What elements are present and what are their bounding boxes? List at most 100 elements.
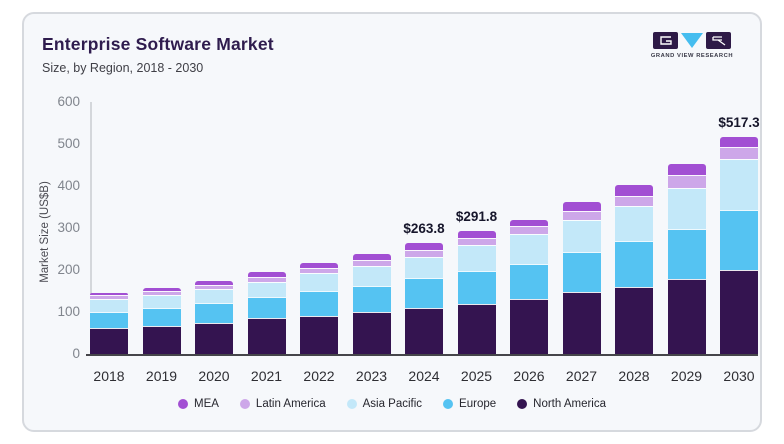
logo-g-block-icon bbox=[653, 32, 678, 49]
y-tick-label: 300 bbox=[57, 220, 80, 235]
segment-latin-america bbox=[615, 195, 653, 207]
x-tick-label-2020: 2020 bbox=[198, 368, 230, 384]
segment-north-america bbox=[510, 298, 548, 354]
bar-2022: 2022 bbox=[300, 102, 338, 384]
segment-latin-america bbox=[405, 249, 443, 257]
segment-mea bbox=[562, 202, 601, 211]
total-label-2024: $263.8 bbox=[403, 221, 445, 237]
logo-r-block-icon bbox=[706, 32, 731, 49]
bar-2020: 2020 bbox=[195, 102, 233, 384]
segment-asia-pacific bbox=[247, 282, 286, 298]
segment-europe bbox=[300, 290, 338, 317]
segment-asia-pacific bbox=[615, 206, 653, 242]
legend-label: North America bbox=[533, 398, 606, 410]
segment-mea bbox=[615, 185, 653, 196]
segment-asia-pacific bbox=[405, 256, 443, 279]
x-tick-label-2028: 2028 bbox=[618, 368, 650, 384]
legend-dot-icon bbox=[443, 399, 454, 409]
bar-plot-area: 2018 2019 2020 2021 2022 2023 $263.8 2024 $291.8… bbox=[90, 102, 760, 384]
total-label-2025: $291.8 bbox=[455, 209, 498, 225]
segment-europe bbox=[562, 252, 601, 293]
segment-asia-pacific bbox=[195, 288, 233, 304]
logo-mark bbox=[648, 32, 736, 50]
legend-dot-icon bbox=[239, 399, 250, 409]
y-tick-label: 600 bbox=[57, 94, 80, 109]
segment-asia-pacific bbox=[720, 158, 758, 211]
legend-item-europe: Europe bbox=[443, 398, 496, 410]
segment-europe bbox=[90, 312, 128, 328]
segment-latin-america bbox=[142, 291, 181, 295]
segment-north-america bbox=[195, 322, 233, 354]
legend-label: Latin America bbox=[255, 398, 326, 410]
segment-asia-pacific bbox=[510, 234, 548, 264]
bar-2018: 2018 bbox=[90, 102, 128, 384]
segment-europe bbox=[405, 278, 443, 308]
legend-dot-icon bbox=[178, 399, 188, 409]
segment-asia-pacific bbox=[667, 187, 706, 229]
segment-mea bbox=[142, 287, 181, 292]
legend-label: MEA bbox=[194, 398, 219, 410]
segment-asia-pacific bbox=[142, 294, 181, 309]
segment-north-america bbox=[247, 318, 286, 354]
segment-north-america bbox=[300, 316, 338, 354]
legend-label: Europe bbox=[459, 398, 497, 410]
bar-2029: 2029 bbox=[667, 102, 706, 384]
segment-europe bbox=[247, 297, 286, 319]
y-tick-label: 400 bbox=[57, 178, 80, 193]
x-tick-label-2026: 2026 bbox=[513, 368, 545, 384]
segment-latin-america bbox=[247, 277, 286, 283]
segment-latin-america bbox=[562, 210, 601, 221]
segment-mea bbox=[300, 263, 338, 268]
segment-latin-america bbox=[195, 284, 233, 289]
segment-north-america bbox=[142, 325, 181, 354]
legend-item-mea: MEA bbox=[178, 398, 219, 410]
segment-north-america bbox=[720, 269, 758, 354]
segment-mea bbox=[405, 243, 443, 250]
segment-mea bbox=[667, 163, 706, 176]
segment-latin-america bbox=[300, 267, 338, 274]
x-tick-label-2024: 2024 bbox=[408, 368, 440, 384]
bar-2024: $263.8 2024 bbox=[403, 102, 444, 384]
segment-north-america bbox=[667, 279, 706, 354]
y-axis-line bbox=[90, 102, 92, 354]
segment-asia-pacific bbox=[562, 220, 601, 253]
total-label-2030: $517.3 bbox=[718, 114, 760, 130]
y-tick-label: 100 bbox=[57, 304, 80, 319]
segment-north-america bbox=[457, 304, 496, 354]
x-tick-label-2029: 2029 bbox=[670, 368, 703, 384]
x-tick-label-2018: 2018 bbox=[93, 368, 125, 384]
legend-item-latin-america: Latin America bbox=[239, 398, 326, 410]
segment-asia-pacific bbox=[90, 298, 128, 313]
segment-latin-america bbox=[720, 146, 758, 159]
segment-europe bbox=[195, 303, 233, 323]
bar-2030: $517.3 2030 bbox=[718, 102, 759, 384]
segment-mea bbox=[195, 280, 233, 285]
segment-europe bbox=[457, 270, 496, 305]
segment-north-america bbox=[405, 307, 443, 354]
segment-mea bbox=[720, 136, 758, 147]
legend-dot-icon bbox=[346, 399, 357, 409]
segment-mea bbox=[90, 292, 128, 296]
x-tick-label-2025: 2025 bbox=[460, 368, 493, 384]
bar-2019: 2019 bbox=[142, 102, 181, 384]
logo-caption: GRAND VIEW RESEARCH bbox=[650, 53, 734, 59]
x-axis-line bbox=[86, 354, 758, 356]
segment-asia-pacific bbox=[352, 266, 391, 286]
bar-2025: $291.8 2025 bbox=[456, 102, 497, 384]
bar-2028: 2028 bbox=[615, 102, 653, 384]
segment-mea bbox=[247, 272, 286, 278]
legend-label: Asia Pacific bbox=[362, 398, 423, 410]
segment-europe bbox=[142, 308, 181, 326]
chart-subtitle: Size, by Region, 2018 - 2030 bbox=[42, 61, 204, 75]
bar-2023: 2023 bbox=[352, 102, 391, 384]
x-tick-label-2030: 2030 bbox=[723, 368, 755, 384]
segment-mea bbox=[352, 253, 391, 260]
legend-item-north-america: North America bbox=[517, 398, 606, 410]
y-tick-label: 500 bbox=[57, 136, 80, 151]
segment-europe bbox=[667, 228, 706, 280]
segment-europe bbox=[720, 210, 758, 270]
segment-asia-pacific bbox=[457, 244, 496, 271]
segment-north-america bbox=[615, 286, 653, 354]
logo-v-triangle-icon bbox=[681, 33, 703, 48]
segment-mea bbox=[457, 231, 496, 238]
